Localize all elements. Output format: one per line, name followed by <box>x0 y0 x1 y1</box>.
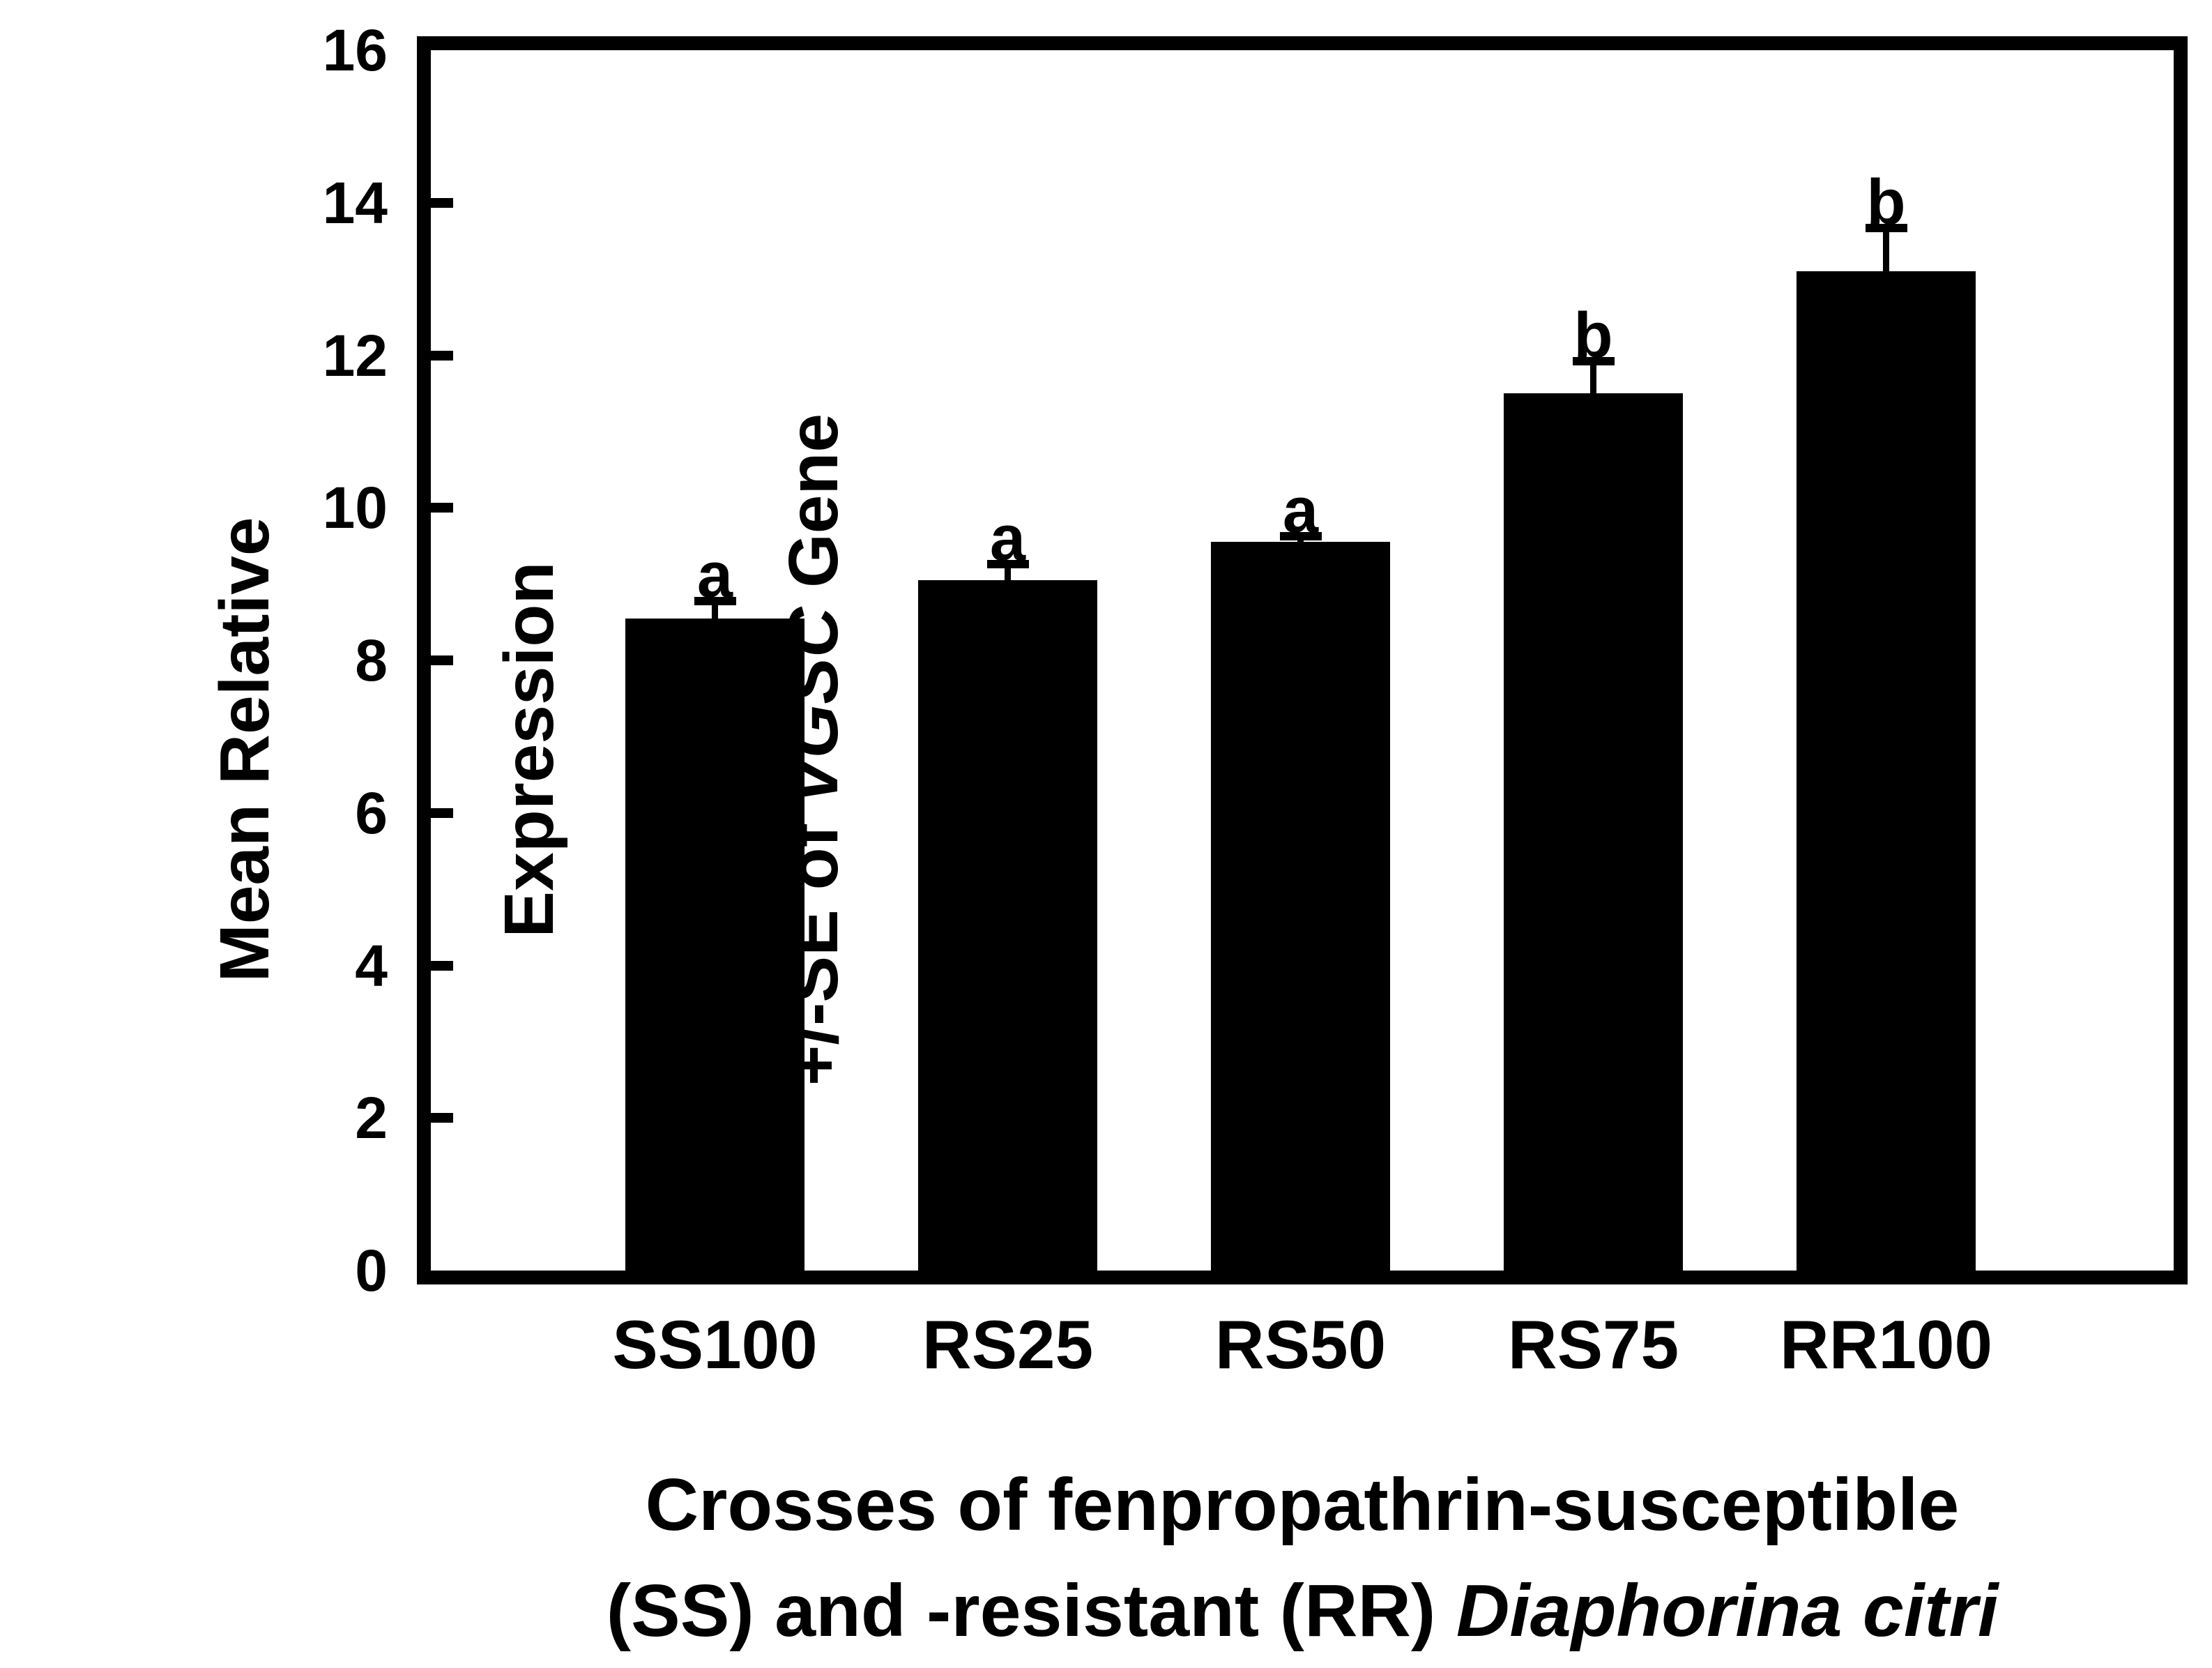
y-tick-label-12: 12 <box>322 322 388 388</box>
bar-SS100 <box>625 618 804 1271</box>
significance-letter-RS50: a <box>1282 474 1319 546</box>
error-bar-whisker-SS100 <box>712 600 718 619</box>
x-category-label-SS100: SS100 <box>612 1306 818 1383</box>
y-tick-mark-14 <box>431 197 453 208</box>
y-tick-mark-4 <box>431 960 453 971</box>
y-tick-label-8: 8 <box>355 628 388 693</box>
significance-letter-RS75: b <box>1573 300 1613 372</box>
y-tick-label-2: 2 <box>355 1085 388 1151</box>
significance-letter-RS25: a <box>989 503 1026 575</box>
y-tick-label-14: 14 <box>322 169 388 236</box>
significance-letter-SS100: a <box>696 539 733 611</box>
error-bar-whisker-RS75 <box>1590 361 1596 394</box>
error-bar-cap-RS25 <box>986 560 1029 569</box>
y-tick-label-6: 6 <box>355 780 388 846</box>
error-bar-cap-RS50 <box>1279 531 1322 540</box>
x-category-label-RR100: RR100 <box>1779 1306 1993 1383</box>
bar-RS25 <box>918 580 1097 1271</box>
y-tick-label-4: 4 <box>355 932 388 999</box>
y-tick-mark-10 <box>431 503 453 513</box>
x-axis-title-line2: (SS) and -resistant (RR) Diaphorina citr… <box>606 1570 1999 1652</box>
y-tick-label-16: 16 <box>322 17 388 83</box>
y-tick-mark-8 <box>431 655 453 665</box>
y-tick-label-10: 10 <box>322 475 388 541</box>
bar-RR100 <box>1797 271 1976 1271</box>
error-bar-cap-RR100 <box>1865 223 1907 232</box>
plot-area <box>417 36 2188 1284</box>
error-bar-whisker-RR100 <box>1883 227 1889 272</box>
x-axis-title-line1: Crosses of fenpropathrin-susceptible <box>645 1464 1960 1546</box>
x-category-label-RS50: RS50 <box>1214 1306 1387 1383</box>
error-bar-cap-RS75 <box>1572 357 1615 366</box>
y-tick-mark-6 <box>431 808 453 818</box>
y-tick-mark-12 <box>431 350 453 361</box>
y-tick-label-0: 0 <box>355 1238 388 1303</box>
y-tick-mark-2 <box>431 1113 453 1123</box>
significance-letter-RR100: b <box>1866 166 1906 238</box>
x-category-label-RS75: RS75 <box>1507 1306 1679 1383</box>
x-axis-title-italic-species-name: Diaphorina citri <box>1456 1570 1999 1652</box>
error-bar-whisker-RS25 <box>1005 564 1011 581</box>
x-category-label-RS25: RS25 <box>922 1306 1094 1383</box>
bar-RS50 <box>1211 542 1390 1271</box>
bar-RS75 <box>1504 393 1683 1271</box>
error-bar-cap-SS100 <box>694 596 736 605</box>
